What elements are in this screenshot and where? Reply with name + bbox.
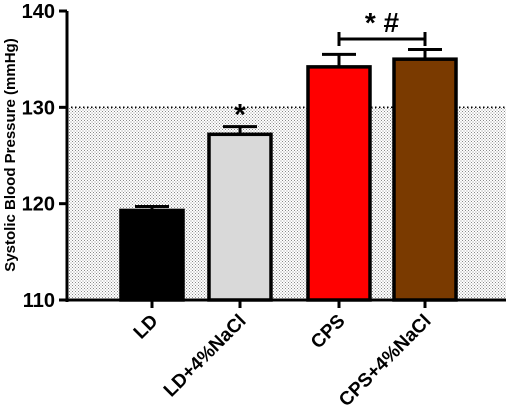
bar-2 <box>207 132 273 302</box>
y-tick-label: 110 <box>23 290 55 312</box>
bar-4 <box>392 57 458 302</box>
x-tick-label: LD <box>130 311 163 344</box>
bar-1 <box>119 208 185 302</box>
y-tick-label: 130 <box>22 97 55 119</box>
comparison-marker: * # <box>365 7 400 38</box>
x-tick-label: LD+4%NaCl <box>160 311 251 402</box>
bar-3 <box>306 65 372 302</box>
y-tick-label: 120 <box>22 194 55 216</box>
x-tick-label: CPS+4%NaCl <box>335 311 435 411</box>
y-tick-label: 140 <box>22 1 55 23</box>
y-axis-label: Systolic Blood Pressure (mmHg) <box>2 38 19 271</box>
significance-marker: * <box>234 99 246 132</box>
x-tick-label: CPS <box>307 311 349 353</box>
